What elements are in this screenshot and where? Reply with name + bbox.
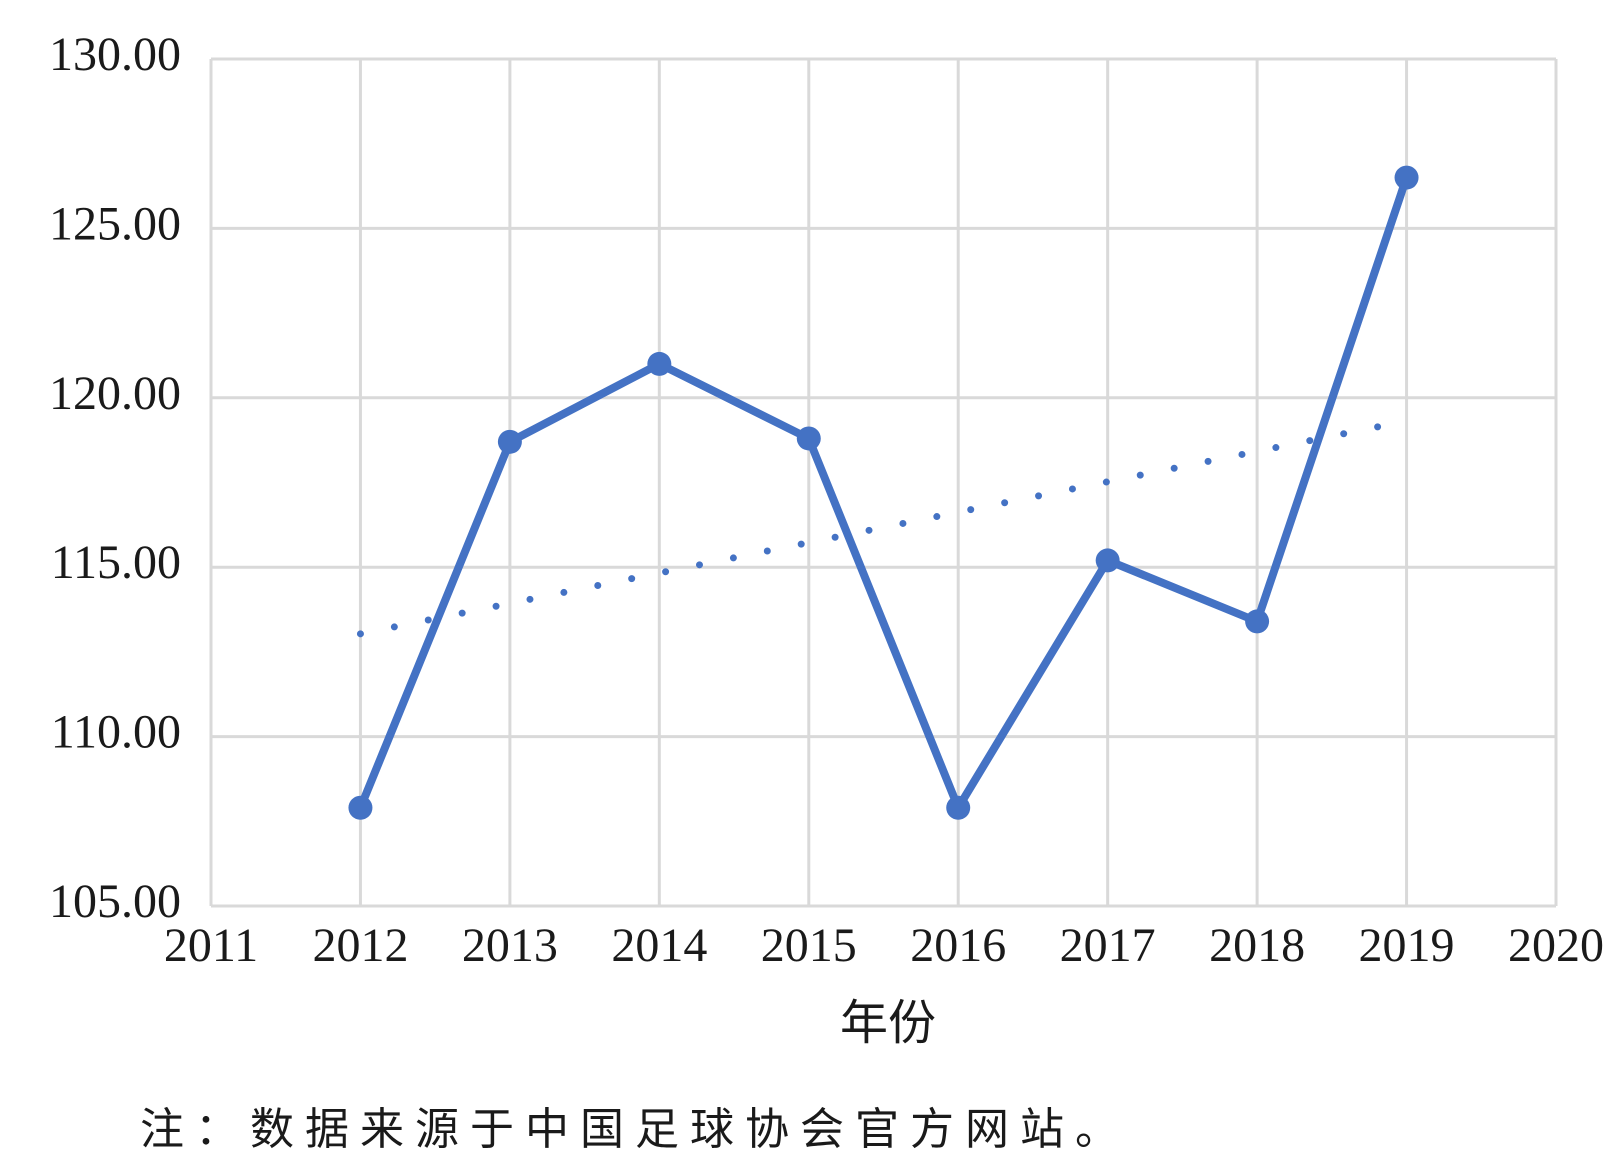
data-point	[1245, 609, 1270, 634]
x-axis-label: 年份	[840, 997, 936, 1050]
data-point	[348, 795, 373, 820]
x-tick-label: 2011	[164, 919, 258, 972]
y-tick-label: 110.00	[51, 706, 181, 759]
y-tick-label: 130.00	[49, 28, 181, 81]
trendline	[356, 417, 1411, 638]
x-tick-label: 2013	[462, 919, 558, 972]
x-tick-label: 2018	[1209, 919, 1305, 972]
x-tick-label: 2015	[761, 919, 857, 972]
x-tick-label: 2016	[910, 919, 1006, 972]
x-tick-label: 2014	[611, 919, 707, 972]
data-point	[497, 429, 522, 454]
y-tick-label: 125.00	[49, 197, 181, 250]
y-tick-label: 120.00	[49, 367, 181, 420]
x-tick-label: 2012	[312, 919, 408, 972]
data-point	[946, 795, 971, 820]
data-point	[796, 426, 821, 451]
x-tick-label: 2019	[1359, 919, 1455, 972]
y-tick-label: 105.00	[49, 875, 181, 928]
y-tick-label: 115.00	[51, 536, 181, 589]
data-line	[356, 176, 1411, 812]
x-tick-label: 2020	[1508, 919, 1604, 972]
note: 注：数据来源于中国足球协会官方网站。	[140, 1105, 1130, 1154]
data-point	[647, 351, 672, 376]
data-point	[1095, 548, 1120, 573]
data-point	[1394, 165, 1419, 190]
x-tick-label: 2017	[1060, 919, 1156, 972]
